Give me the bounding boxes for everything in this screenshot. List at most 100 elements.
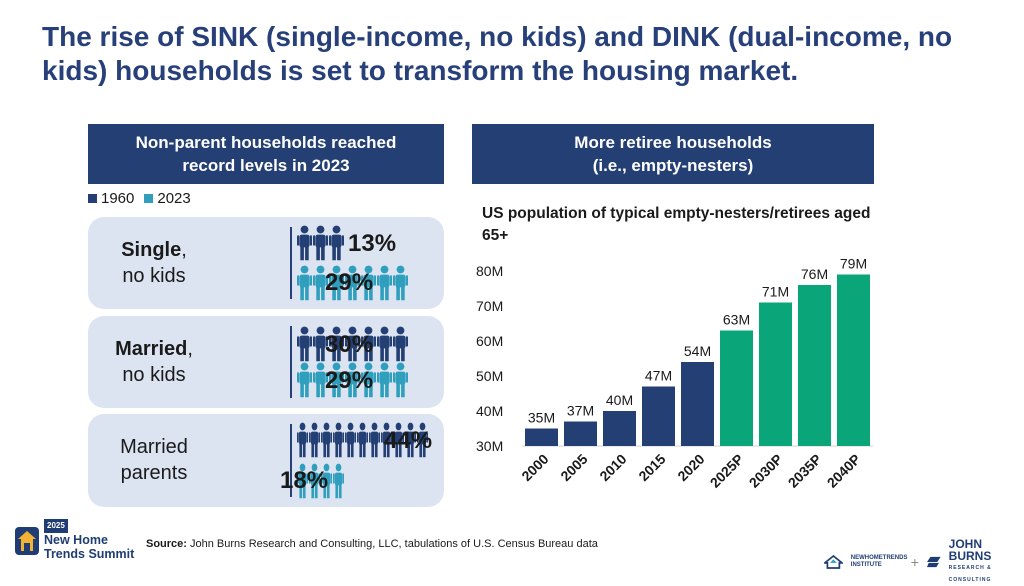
jb-logo-text: JOHN BURNS [948, 537, 992, 563]
nht-logo-text: NEWHOMETRENDS INSTITUTE [850, 555, 908, 568]
icons-1960 [297, 326, 408, 362]
icons-2023 [297, 362, 408, 398]
person-2023-icon [333, 463, 344, 499]
left-panel-header: Non-parent households reached record lev… [88, 124, 444, 184]
bar [798, 285, 831, 446]
person-2023-icon [329, 362, 344, 398]
data-label: 40M [606, 392, 633, 408]
left-panel-header-line1: Non-parent households reached [135, 133, 397, 152]
data-label: 71M [762, 284, 789, 300]
person-2023-icon [313, 362, 328, 398]
person-2023-icon [393, 265, 408, 301]
person-1960-icon [393, 326, 408, 362]
pct-1960: 30% [325, 331, 374, 358]
y-tick-label: 30M [476, 438, 503, 454]
x-tick-label: 2015 [635, 451, 668, 484]
person-1960-icon [357, 422, 368, 458]
legend-label-2023: 2023 [157, 190, 191, 207]
nht-house-icon [824, 554, 843, 569]
person-1960-icon [309, 422, 320, 458]
summit-logo: 2025 New Home Trends Summit [14, 517, 134, 561]
card-divider [290, 227, 292, 299]
person-2023-icon [297, 362, 312, 398]
jb-logo-sub: RESEARCH & CONSULTING [948, 565, 992, 583]
right-panel-header-line1: More retiree households [574, 133, 772, 152]
data-label: 79M [840, 256, 867, 272]
bar [603, 411, 636, 446]
person-2023-icon [345, 362, 360, 398]
card-single-no-kids: Single, no kids 13% 29% [88, 217, 444, 309]
card-label: Married parents [98, 434, 210, 486]
person-2023-icon [313, 265, 328, 301]
person-1960-icon [345, 326, 360, 362]
card-label-line2: no kids [122, 265, 186, 287]
person-1960-icon [369, 422, 380, 458]
card-label: Single, no kids [98, 237, 210, 289]
bar [642, 386, 675, 446]
left-panel-header-line2: record levels in 2023 [182, 156, 350, 175]
x-tick-label: 2000 [518, 451, 551, 484]
pct-1960: 44% [384, 427, 433, 454]
card-label-rest: , [187, 338, 193, 360]
data-label: 54M [684, 343, 711, 359]
x-tick-label: 2020 [674, 451, 707, 484]
pct-1960: 13% [348, 230, 397, 257]
y-tick-label: 50M [476, 368, 503, 384]
data-label: 35M [528, 410, 555, 426]
summit-line2: Trends Summit [44, 547, 135, 561]
person-2023-icon [297, 265, 312, 301]
person-2023-icon [297, 463, 308, 499]
person-2023-icon [393, 362, 408, 398]
person-1960-icon [297, 422, 308, 458]
y-tick-label: 60M [476, 333, 503, 349]
person-2023-icon [377, 265, 392, 301]
pct-2023: 29% [325, 367, 374, 394]
person-1960-icon [381, 422, 392, 458]
icons-1960 [297, 422, 428, 458]
y-tick-label: 70M [476, 298, 503, 314]
icons-1960 [297, 225, 344, 261]
right-panel-header-line2: (i.e., empty-nesters) [592, 156, 754, 175]
card-label-line2: no kids [122, 364, 186, 386]
person-2023-icon [345, 265, 360, 301]
bar [759, 302, 792, 446]
person-1960-icon [361, 326, 376, 362]
chart-title: US population of typical empty-nesters/r… [482, 205, 871, 244]
icons-2023 [297, 463, 344, 499]
bar [720, 330, 753, 446]
page-title: The rise of SINK (single-income, no kids… [42, 21, 953, 86]
person-1960-icon [297, 225, 312, 261]
card-label-line2: parents [120, 462, 188, 484]
summit-line1: New Home [44, 533, 108, 547]
x-tick-label: 2025P [707, 451, 747, 491]
bar [525, 428, 558, 446]
card-divider [290, 326, 292, 398]
x-tick-label: 2035P [785, 451, 825, 491]
person-1960-icon [417, 422, 428, 458]
x-tick-label: 2005 [557, 451, 590, 484]
x-tick-label: 2030P [746, 451, 786, 491]
person-1960-icon [321, 422, 332, 458]
person-2023-icon [329, 265, 344, 301]
person-1960-icon [345, 422, 356, 458]
person-1960-icon [313, 225, 328, 261]
house-logo-icon [15, 527, 39, 555]
person-1960-icon [329, 225, 344, 261]
icons-2023 [297, 265, 408, 301]
y-tick-label: 80M [476, 263, 503, 279]
x-tick-label: 2040P [824, 451, 864, 491]
bar [681, 362, 714, 446]
right-panel-header: More retiree households (i.e., empty-nes… [472, 124, 874, 184]
bar [837, 274, 870, 446]
person-2023-icon [309, 463, 320, 499]
person-1960-icon [377, 326, 392, 362]
bar [564, 421, 597, 446]
pct-2023: 29% [325, 269, 374, 296]
card-married-no-kids: Married, no kids 30% 29% [88, 316, 444, 408]
source-prefix: Source: [146, 538, 187, 550]
card-label-rest: Married [120, 436, 188, 458]
legend-swatch-1960 [88, 194, 97, 203]
person-1960-icon [393, 422, 404, 458]
jb-mark-icon [926, 556, 941, 568]
pct-2023: 18% [280, 467, 329, 494]
